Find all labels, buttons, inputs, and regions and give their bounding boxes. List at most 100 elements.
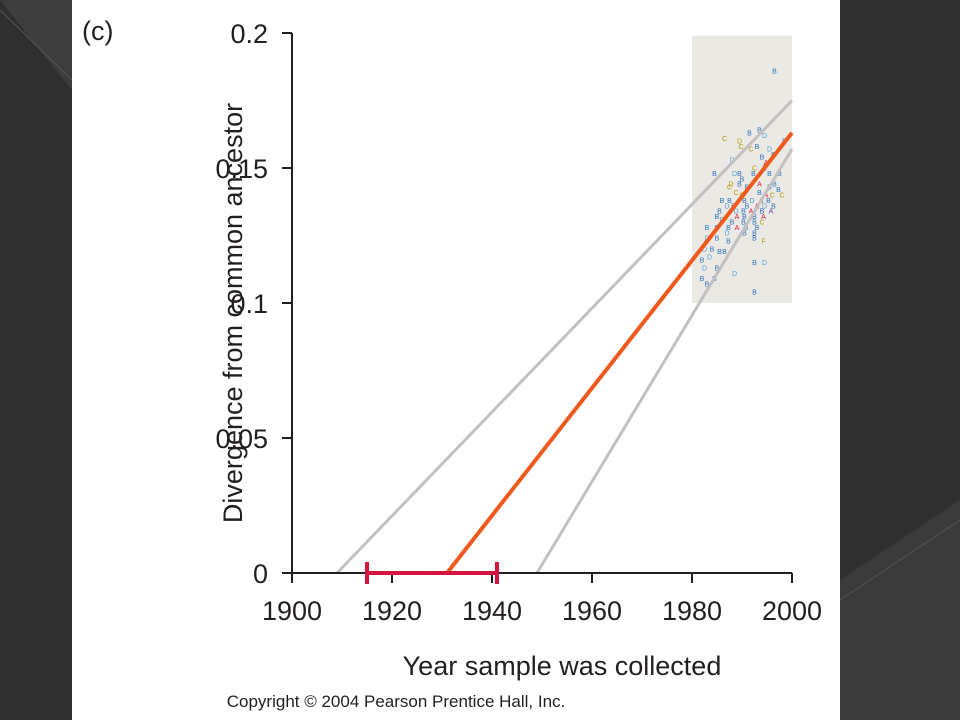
data-point: B [752,260,757,267]
data-point: D [702,265,707,272]
data-point: B [752,236,757,243]
data-point: B [722,249,727,256]
data-point: D [749,198,754,205]
data-point: B [700,276,705,283]
data-point: B [740,176,745,183]
data-point: B [715,236,720,243]
data-point: A [769,209,774,216]
data-point: B [742,214,747,221]
data-point: B [751,171,756,178]
data-point: B [715,214,720,221]
data-point: B [726,225,731,232]
confidence-bound-lower-line [535,148,794,574]
data-point: B [757,128,762,135]
data-point: F [761,238,765,245]
x-axis-ticks: 1900 1920 1940 1960 1980 2000 [262,573,822,626]
data-point: B [710,247,715,254]
panel-label: (c) [82,16,114,46]
data-point: C [779,193,784,200]
data-point: D [767,147,772,154]
sample-region-box [692,35,792,303]
regression-line [445,131,794,575]
copyright-notice: Copyright © 2004 Pearson Prentice Hall, … [226,692,566,711]
data-point: B [737,171,742,178]
data-point: B [760,155,765,162]
x-tick-label: 1920 [362,596,422,626]
data-point: B [726,238,731,245]
data-point: B [715,265,720,272]
y-tick-label: 0.05 [215,424,268,454]
x-axis-label: Year sample was collected [403,651,722,681]
data-point: B [737,182,742,189]
x-tick-label: 1900 [262,596,322,626]
data-point: B [727,198,732,205]
data-point: C [759,220,764,227]
y-tick-label: 0 [253,559,268,589]
x-tick-label: 2000 [762,596,822,626]
data-point: D [733,209,738,216]
data-point: C [727,184,732,191]
data-point: B [712,171,717,178]
data-point: D [732,271,737,278]
y-axis-ticks: 0 0.05 0.1 0.15 0.2 [215,19,292,589]
background-facet-right [840,500,960,720]
data-point: B [776,187,781,194]
background-diagonal-left [0,9,73,81]
data-point: A [764,193,769,200]
data-point: C [733,190,738,197]
data-point: B [730,220,735,227]
data-point: B [777,171,782,178]
data-point: D [724,203,729,210]
figure-panel: (c) BCBBDBCBDDCBBADCBBDBBBBBDBABCBBBCCBA… [72,0,840,720]
x-tick-label: 1960 [562,596,622,626]
data-point: B [766,198,771,205]
data-point: B [705,282,710,289]
data-point: C [738,144,743,151]
data-point: B [752,220,757,227]
data-point: B [705,225,710,232]
data-point: B [752,214,757,221]
data-point: A [735,214,740,221]
background-diagonal-right [839,519,960,601]
y-tick-label: 0.1 [230,289,268,319]
data-point: A [735,225,740,232]
data-point: B [700,257,705,264]
data-point: D [702,247,707,254]
data-point: D [737,139,742,146]
data-point: C [722,136,727,143]
data-point: B [755,225,760,232]
data-point: B [747,130,752,137]
data-point: B [755,144,760,151]
data-point: B [720,198,725,205]
data-point: D [707,255,712,262]
x-tick-label: 1980 [662,596,722,626]
data-point: D [762,203,767,210]
data-point: C [752,166,757,173]
data-point: B [717,249,722,256]
data-point: B [741,220,746,227]
y-tick-label: 0.15 [215,154,268,184]
data-point: B [772,68,777,75]
data-point: D [728,182,733,189]
y-axis-label: Divergence from common ancestor [218,103,248,523]
data-point: B [717,209,722,216]
confidence-bound-upper-line [335,99,794,575]
data-point: A [761,214,766,221]
data-point: B [752,290,757,297]
y-tick-label: 0.2 [230,19,268,49]
data-point: A [757,182,762,189]
data-point: B [771,203,776,210]
data-point: B [744,225,749,232]
data-point: D [724,230,729,237]
data-point: D [732,171,737,178]
data-point: B [742,198,747,205]
data-point: B [760,209,765,216]
data-point: B [772,182,777,189]
divergence-scatter-chart: BCBBDBCBDDCBBADCBBDBBBBBDBABCBBBCCBACCBB… [215,19,822,681]
data-point: B [745,203,750,210]
data-point: A [749,209,754,216]
data-point: C [748,147,753,154]
data-point: D [762,260,767,267]
data-point: B [757,190,762,197]
data-point: C [769,193,774,200]
